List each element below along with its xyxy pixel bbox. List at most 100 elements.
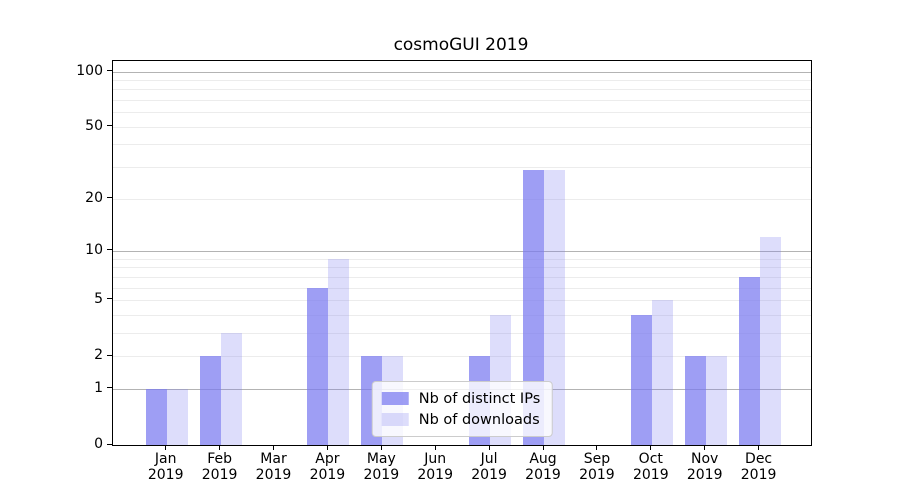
minor-gridline <box>113 167 811 169</box>
minor-gridline <box>113 314 811 316</box>
bar-downloads-dec <box>759 237 781 445</box>
x-tick-month: Jun <box>424 451 447 467</box>
y-tick-label: 1 <box>94 379 103 396</box>
y-tick-label: 2 <box>94 347 103 364</box>
x-tick-label: Oct 2019 <box>633 451 669 483</box>
minor-gridline <box>113 126 811 128</box>
bar-downloads-feb <box>220 332 242 445</box>
x-tick-year: 2019 <box>147 467 184 483</box>
chart-title: cosmoGUI 2019 <box>393 35 529 55</box>
y-tick-label: 5 <box>94 290 103 307</box>
y-tick-label: 50 <box>85 117 103 134</box>
y-tick-label: 100 <box>76 62 103 79</box>
x-tick-label: Dec 2019 <box>741 451 777 483</box>
minor-gridline <box>113 89 811 91</box>
x-tick-month: Jul <box>480 451 498 467</box>
minor-gridline <box>113 79 811 81</box>
legend-item-downloads: Nb of downloads <box>381 409 541 430</box>
bar-distinct-ips-oct <box>630 314 652 445</box>
minor-gridline <box>113 100 811 102</box>
legend-label-downloads: Nb of downloads <box>418 411 540 428</box>
x-tick-year: 2019 <box>417 467 454 483</box>
bar-downloads-oct <box>651 299 673 445</box>
x-tick-month: Sep <box>583 451 611 467</box>
minor-gridline <box>113 112 811 114</box>
y-tick-mark <box>107 197 112 199</box>
x-tick-month: Dec <box>745 451 773 467</box>
bar-distinct-ips-jan <box>145 388 167 445</box>
bar-downloads-jan <box>166 388 188 445</box>
y-tick-mark <box>107 387 112 389</box>
major-gridline <box>113 71 811 73</box>
legend-swatch-distinct-ips <box>381 392 409 405</box>
minor-gridline <box>113 356 811 358</box>
bar-distinct-ips-dec <box>738 276 760 445</box>
minor-gridline <box>113 276 811 278</box>
x-tick-year: 2019 <box>579 467 615 483</box>
y-tick-mark <box>107 354 112 356</box>
x-tick-mark <box>380 445 382 450</box>
plot-area: Nb of distinct IPs Nb of downloads <box>112 60 812 446</box>
x-tick-label: Mar 2019 <box>256 451 292 483</box>
x-tick-mark <box>758 445 760 450</box>
x-tick-year: 2019 <box>471 467 507 483</box>
x-tick-label: Jan 2019 <box>148 451 184 483</box>
y-tick-mark <box>107 298 112 300</box>
minor-gridline <box>113 299 811 301</box>
x-tick-mark <box>219 445 221 450</box>
y-tick-mark <box>107 443 112 445</box>
bar-distinct-ips-apr <box>307 287 329 445</box>
x-tick-mark <box>434 445 436 450</box>
x-tick-label: Jun 2019 <box>417 451 453 483</box>
x-tick-month: Oct <box>638 451 663 467</box>
x-tick-label: Aug 2019 <box>525 451 561 483</box>
y-tick-mark <box>107 125 112 127</box>
x-tick-year: 2019 <box>201 467 238 483</box>
minor-gridline <box>113 258 811 260</box>
x-tick-year: 2019 <box>632 467 669 483</box>
bar-downloads-nov <box>705 356 727 445</box>
y-tick-mark <box>107 70 112 71</box>
x-tick-month: Apr <box>315 451 340 467</box>
x-tick-month: Nov <box>691 451 719 467</box>
x-tick-month: Mar <box>260 451 287 467</box>
bar-downloads-aug <box>544 169 565 445</box>
y-tick-label: 0 <box>94 436 103 452</box>
minor-gridline <box>113 267 811 269</box>
minor-gridline <box>113 198 811 200</box>
x-tick-mark <box>488 445 490 450</box>
x-tick-label: Apr 2019 <box>310 451 346 483</box>
x-tick-year: 2019 <box>255 467 292 483</box>
x-tick-mark <box>596 445 598 450</box>
x-tick-month: Jan <box>154 451 177 467</box>
x-tick-year: 2019 <box>363 467 400 483</box>
bar-downloads-apr <box>328 258 350 445</box>
y-tick-mark <box>107 249 112 251</box>
minor-gridline <box>113 287 811 289</box>
x-tick-label: Sep 2019 <box>579 451 615 483</box>
x-tick-month: May <box>366 451 396 467</box>
y-tick-label: 10 <box>85 241 103 258</box>
x-tick-label: Nov 2019 <box>687 451 723 483</box>
legend-swatch-downloads <box>381 413 409 426</box>
x-tick-mark <box>650 445 652 450</box>
x-tick-year: 2019 <box>525 467 561 483</box>
x-tick-month: Aug <box>529 451 557 467</box>
x-tick-year: 2019 <box>309 467 346 483</box>
y-tick-label: 20 <box>85 189 103 206</box>
x-tick-mark <box>273 445 274 450</box>
bar-distinct-ips-nov <box>684 356 706 445</box>
x-tick-mark <box>704 445 706 450</box>
legend: Nb of distinct IPs Nb of downloads <box>371 381 553 437</box>
x-tick-month: Feb <box>207 451 232 467</box>
bar-distinct-ips-feb <box>199 356 221 445</box>
x-tick-year: 2019 <box>740 467 777 483</box>
x-tick-label: Feb 2019 <box>202 451 238 483</box>
x-tick-mark <box>326 445 328 450</box>
legend-item-distinct-ips: Nb of distinct IPs <box>381 388 541 409</box>
major-gridline <box>113 250 811 252</box>
minor-gridline <box>113 144 811 146</box>
x-tick-year: 2019 <box>686 467 723 483</box>
legend-label-distinct-ips: Nb of distinct IPs <box>418 390 541 407</box>
